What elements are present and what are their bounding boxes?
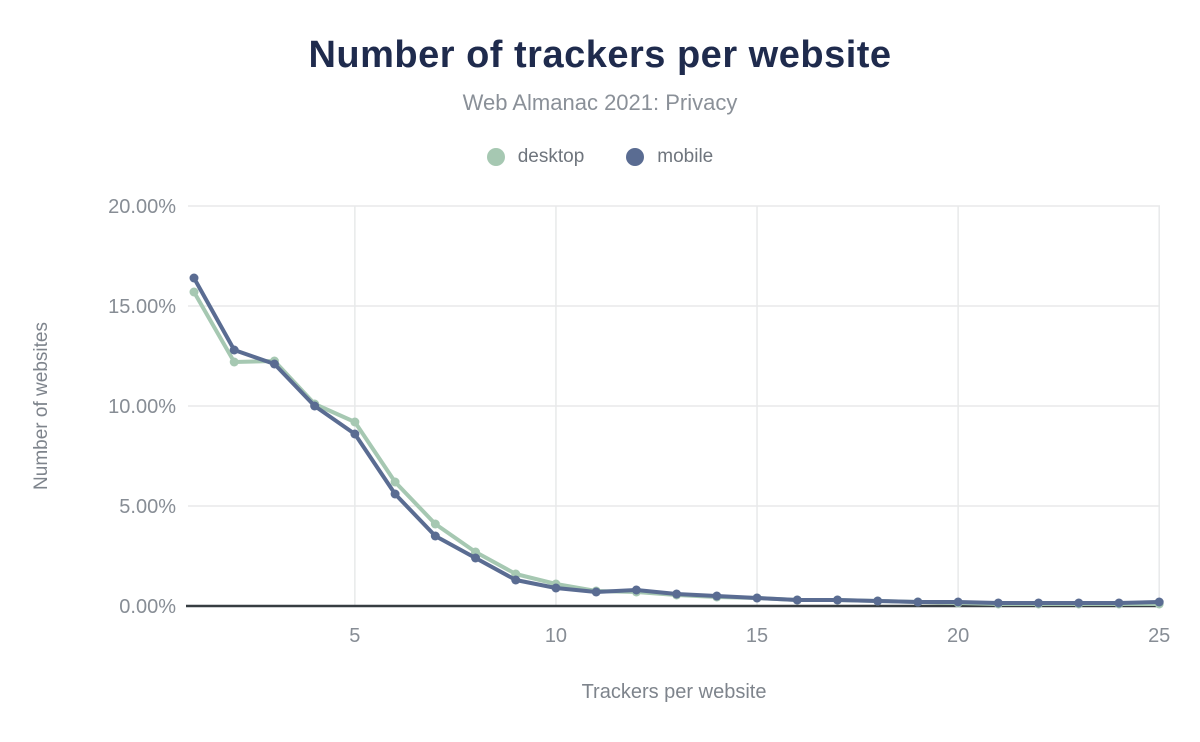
mobile-series-swatch-icon: [626, 148, 645, 166]
desktop-line: [192, 290, 1162, 606]
legend-label-desktop: desktop: [517, 146, 585, 167]
mobile-line: [192, 276, 1162, 605]
y-tick-label: 0.00%: [119, 596, 176, 618]
x-tick-label: 15: [746, 625, 768, 647]
mobile-point[interactable]: [672, 589, 682, 599]
mobile-point[interactable]: [189, 273, 199, 283]
mobile-point[interactable]: [390, 489, 400, 499]
desktop-point[interactable]: [430, 519, 440, 529]
mobile-point[interactable]: [511, 575, 521, 585]
mobile-point[interactable]: [350, 429, 360, 439]
y-axis-title: Number of websites: [31, 322, 52, 490]
x-tick-label: 25: [1148, 625, 1170, 647]
desktop-series-swatch-icon: [486, 148, 505, 166]
desktop-point[interactable]: [350, 417, 360, 427]
x-tick-label: 5: [349, 625, 360, 647]
mobile-point[interactable]: [430, 531, 440, 541]
desktop-point[interactable]: [390, 477, 400, 487]
mobile-point[interactable]: [229, 345, 239, 355]
mobile-point[interactable]: [832, 595, 842, 605]
mobile-point[interactable]: [471, 553, 481, 563]
mobile-point[interactable]: [631, 585, 641, 595]
legend-item-desktop: desktop: [486, 146, 585, 168]
legend: desktop mobile: [0, 142, 1200, 172]
mobile-point[interactable]: [752, 593, 762, 603]
mobile-point[interactable]: [712, 591, 722, 601]
mobile-point[interactable]: [792, 595, 802, 605]
y-tick-label: 10.00%: [108, 396, 176, 418]
mobile-point[interactable]: [1114, 598, 1124, 608]
x-tick-label: 10: [545, 625, 567, 647]
mobile-point[interactable]: [913, 597, 923, 607]
desktop-point[interactable]: [229, 357, 239, 367]
mobile-point[interactable]: [310, 401, 320, 411]
chart-title: Number of trackers per website: [308, 34, 892, 76]
mobile-point[interactable]: [269, 359, 279, 369]
mobile-point[interactable]: [873, 596, 883, 606]
mobile-point[interactable]: [953, 597, 963, 607]
mobile-point[interactable]: [591, 587, 601, 597]
legend-label-mobile: mobile: [657, 146, 714, 167]
x-tick-label: 20: [947, 625, 969, 647]
y-tick-label: 5.00%: [119, 496, 176, 518]
mobile-point[interactable]: [993, 598, 1003, 608]
y-tick-label: 15.00%: [108, 296, 176, 318]
y-tick-label: 20.00%: [108, 196, 176, 218]
mobile-point[interactable]: [1154, 597, 1164, 607]
legend-item-mobile: mobile: [626, 146, 713, 168]
mobile-point[interactable]: [551, 583, 561, 593]
desktop-point[interactable]: [189, 287, 199, 297]
x-axis-title: Trackers per website: [582, 681, 767, 703]
mobile-point[interactable]: [1034, 598, 1044, 608]
chart-subtitle: Web Almanac 2021: Privacy: [462, 90, 738, 115]
mobile-point[interactable]: [1074, 598, 1084, 608]
